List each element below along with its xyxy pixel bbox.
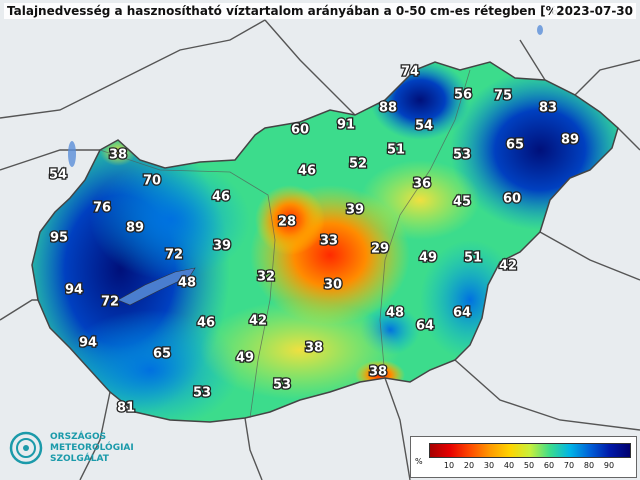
- value-label: 38: [109, 148, 127, 163]
- value-label: 75: [494, 89, 512, 104]
- value-label: 91: [337, 118, 355, 133]
- value-label: 48: [178, 276, 196, 291]
- value-label: 45: [453, 195, 471, 210]
- value-label: 52: [349, 157, 367, 172]
- legend-tick: 30: [483, 461, 495, 470]
- rivers: [99, 69, 471, 419]
- value-label: 39: [346, 203, 364, 218]
- value-label: 88: [379, 101, 397, 116]
- value-label: 36: [413, 177, 431, 192]
- value-label: 94: [79, 336, 97, 351]
- map-date: 2023-07-30: [553, 3, 636, 19]
- value-label: 94: [65, 283, 83, 298]
- value-label: 51: [387, 143, 405, 158]
- value-label: 95: [50, 231, 68, 246]
- value-label: 48: [386, 306, 404, 321]
- value-label: 30: [324, 278, 342, 293]
- legend-tick: 50: [523, 461, 535, 470]
- color-legend: % 10 20 30 40 50 60 70 80 90: [410, 436, 637, 478]
- value-labels: 74 56 75 83 89 88 91 54 65 60 51 53 46 52 36 38 70 54 45 60…: [48, 63, 581, 417]
- value-label: 83: [539, 101, 557, 116]
- logo-icon: [9, 431, 43, 465]
- legend-tick: 20: [463, 461, 475, 470]
- value-label: 29: [371, 242, 389, 257]
- legend-tick: 80: [583, 461, 595, 470]
- value-label: 56: [454, 88, 472, 103]
- legend-tick: 40: [503, 461, 515, 470]
- value-label: 76: [93, 201, 111, 216]
- logo-line-3: SZOLGÁLAT: [50, 454, 109, 464]
- value-label: 42: [499, 259, 517, 274]
- value-label: 46: [197, 316, 215, 331]
- value-label: 53: [273, 378, 291, 393]
- value-label: 65: [153, 347, 171, 362]
- value-label: 28: [278, 215, 296, 230]
- value-label: 53: [453, 148, 471, 163]
- value-label: 89: [126, 221, 144, 236]
- legend-color-bar: [429, 443, 631, 458]
- lake-balaton: [117, 267, 196, 306]
- legend-tick: 10: [443, 461, 455, 470]
- logo-line-2: METEOROLÓGIAI: [50, 443, 134, 453]
- value-label: 70: [143, 174, 161, 189]
- value-label: 53: [193, 386, 211, 401]
- lakes: [68, 25, 543, 167]
- value-label: 54: [49, 168, 67, 183]
- value-label: 38: [305, 341, 323, 356]
- value-label: 89: [561, 133, 579, 148]
- value-label: 39: [213, 239, 231, 254]
- logo-line-1: ORSZÁGOS: [50, 432, 107, 442]
- legend-unit: %: [415, 457, 423, 466]
- value-label: 74: [401, 65, 419, 80]
- value-label: 46: [298, 164, 316, 179]
- hungary-border: [31, 61, 619, 423]
- value-label: 60: [503, 192, 521, 207]
- value-label: 54: [415, 119, 433, 134]
- value-label: 65: [506, 138, 524, 153]
- value-label: 72: [101, 295, 119, 310]
- met-service-logo: ORSZÁGOS METEOROLÓGIAI SZOLGÁLAT: [8, 428, 158, 472]
- value-label: 72: [165, 248, 183, 263]
- value-label: 42: [249, 314, 267, 329]
- value-label: 51: [464, 251, 482, 266]
- value-label: 64: [453, 306, 471, 321]
- value-label: 49: [236, 351, 254, 366]
- value-label: 81: [117, 401, 135, 416]
- legend-tick: 70: [563, 461, 575, 470]
- value-label: 49: [419, 251, 437, 266]
- value-label: 32: [257, 270, 275, 285]
- legend-tick: 60: [543, 461, 555, 470]
- map-title: Talajnedvesség a hasznosítható víztartal…: [4, 3, 567, 19]
- value-label: 60: [291, 123, 309, 138]
- legend-tick: 90: [603, 461, 615, 470]
- value-label: 46: [212, 190, 230, 205]
- value-label: 38: [369, 365, 387, 380]
- value-label: 64: [416, 319, 434, 334]
- value-label: 33: [320, 234, 338, 249]
